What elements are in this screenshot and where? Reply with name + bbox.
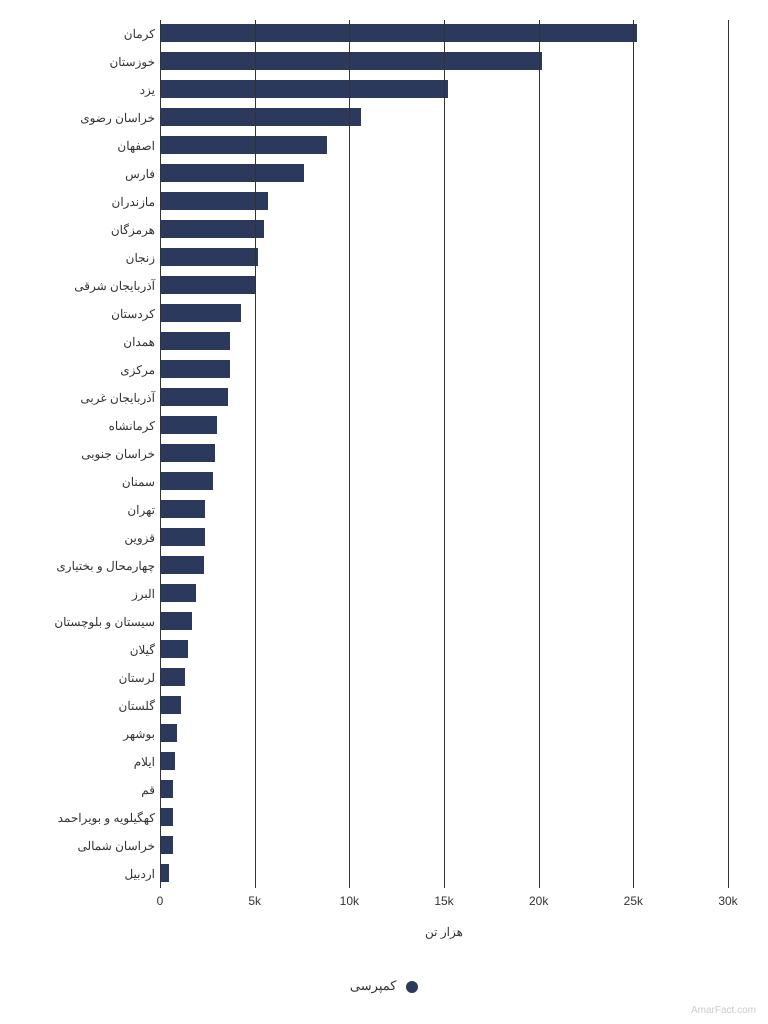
bar xyxy=(160,836,173,854)
x-tick-label: 0 xyxy=(157,894,164,908)
y-tick-label: یزد xyxy=(140,76,155,104)
bar xyxy=(160,192,268,210)
bar xyxy=(160,444,215,462)
grid-line xyxy=(633,20,634,888)
y-tick-label: همدان xyxy=(123,328,155,356)
bar xyxy=(160,416,217,434)
y-tick-label: کهگیلویه و بویراحمد xyxy=(58,804,155,832)
y-tick-label: کردستان xyxy=(111,300,155,328)
x-axis-labels: 05k10k15k20k25k30k xyxy=(160,894,728,914)
bar xyxy=(160,640,188,658)
bar xyxy=(160,304,241,322)
y-tick-label: اردبیل xyxy=(124,860,155,888)
y-tick-label: بوشهر xyxy=(123,720,155,748)
y-tick-label: سیستان و بلوچستان xyxy=(54,608,155,636)
bar xyxy=(160,528,205,546)
y-tick-label: کرمان xyxy=(124,20,155,48)
y-tick-label: قم xyxy=(141,776,155,804)
bar xyxy=(160,276,255,294)
y-tick-label: تهران xyxy=(127,496,155,524)
chart-container: کرمانخوزستانیزدخراسان رضویاصفهانفارسمازن… xyxy=(20,20,748,954)
x-axis-title: هزار تن xyxy=(160,925,728,939)
y-tick-label: مازندران xyxy=(112,188,155,216)
bar xyxy=(160,332,230,350)
x-tick-label: 30k xyxy=(718,894,737,908)
x-tick-label: 15k xyxy=(434,894,453,908)
bar xyxy=(160,556,204,574)
bar xyxy=(160,584,196,602)
y-tick-label: خوزستان xyxy=(109,48,155,76)
y-tick-label: آذربایجان شرقی xyxy=(74,272,155,300)
grid-line xyxy=(539,20,540,888)
x-tick-label: 20k xyxy=(529,894,548,908)
grid-line xyxy=(728,20,729,888)
x-tick-label: 25k xyxy=(624,894,643,908)
bar xyxy=(160,52,542,70)
y-tick-label: سمنان xyxy=(122,468,155,496)
y-tick-label: اصفهان xyxy=(117,132,155,160)
y-tick-label: البرز xyxy=(132,580,155,608)
bar xyxy=(160,724,177,742)
bar xyxy=(160,864,169,882)
grid-line xyxy=(349,20,350,888)
bar xyxy=(160,696,181,714)
bar xyxy=(160,388,228,406)
y-tick-label: خراسان رضوی xyxy=(80,104,155,132)
x-tick-label: 5k xyxy=(248,894,261,908)
bar xyxy=(160,808,173,826)
grid-line xyxy=(255,20,256,888)
y-tick-label: کرمانشاه xyxy=(109,412,155,440)
bar xyxy=(160,80,448,98)
bar xyxy=(160,780,173,798)
y-tick-label: آذربایجان غربی xyxy=(80,384,155,412)
bar xyxy=(160,108,361,126)
y-tick-label: زنجان xyxy=(126,244,155,272)
bar xyxy=(160,248,258,266)
y-axis-labels: کرمانخوزستانیزدخراسان رضویاصفهانفارسمازن… xyxy=(20,20,155,888)
y-tick-label: خراسان جنوبی xyxy=(81,440,155,468)
y-tick-label: لرستان xyxy=(119,664,155,692)
legend-label: کمپرسی xyxy=(350,978,397,993)
watermark: AmarFact.com xyxy=(691,1005,756,1016)
y-tick-label: گیلان xyxy=(130,636,155,664)
y-tick-label: قزوین xyxy=(124,524,155,552)
bar xyxy=(160,164,304,182)
plot-area xyxy=(160,20,728,888)
legend-dot-icon xyxy=(406,981,418,993)
y-tick-label: فارس xyxy=(125,160,155,188)
bar xyxy=(160,500,205,518)
grid-line xyxy=(444,20,445,888)
bar xyxy=(160,752,175,770)
y-tick-label: گلستان xyxy=(119,692,155,720)
y-tick-label: مرکزی xyxy=(120,356,155,384)
y-tick-label: چهارمحال و بختیاری xyxy=(56,552,155,580)
bar xyxy=(160,668,185,686)
legend: کمپرسی xyxy=(0,978,768,994)
grid-line xyxy=(160,20,161,888)
y-tick-label: خراسان شمالی xyxy=(77,832,155,860)
y-tick-label: هرمزگان xyxy=(111,216,155,244)
bar xyxy=(160,136,327,154)
bar xyxy=(160,612,192,630)
x-tick-label: 10k xyxy=(340,894,359,908)
bar xyxy=(160,360,230,378)
bar xyxy=(160,220,264,238)
bar xyxy=(160,24,637,42)
y-tick-label: ایلام xyxy=(134,748,155,776)
bar xyxy=(160,472,213,490)
